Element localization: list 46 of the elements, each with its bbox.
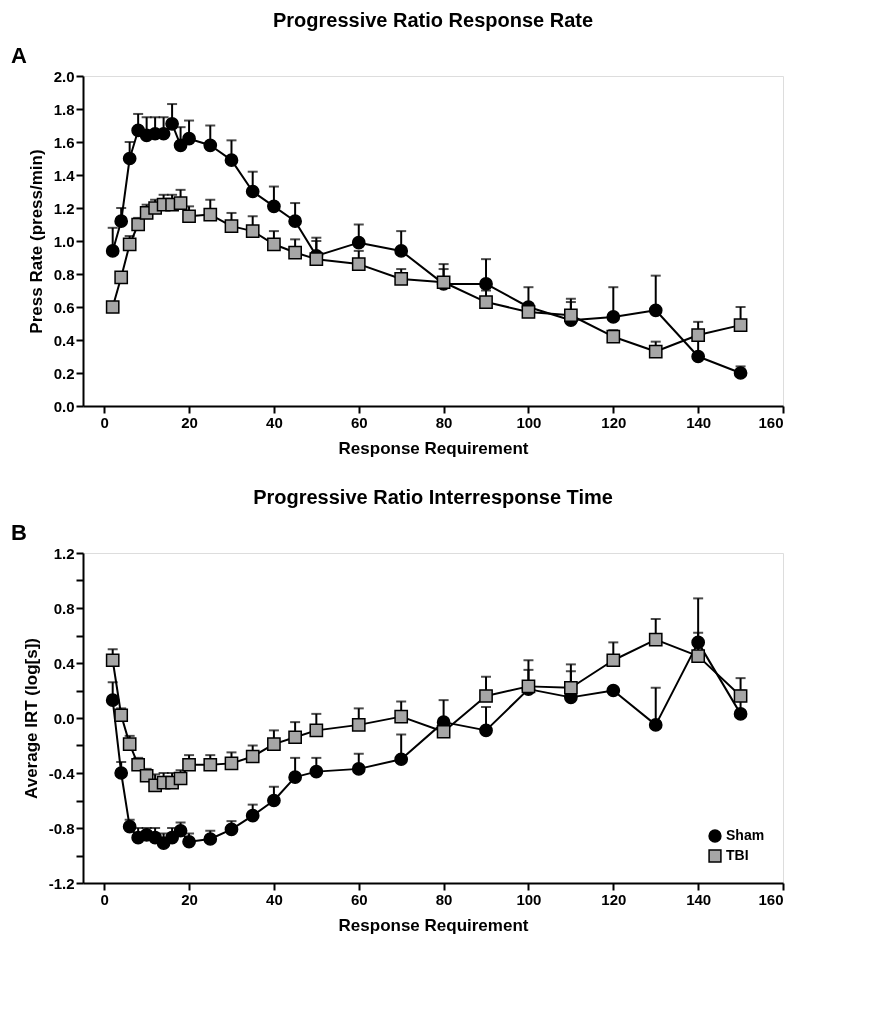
x-tick-label: 140 bbox=[686, 413, 712, 431]
y-tick-label: -0.8 bbox=[48, 819, 75, 837]
y-tick-label: 1.2 bbox=[53, 199, 75, 217]
y-tick-label: 1.2 bbox=[53, 544, 75, 562]
x-tick-label: 0 bbox=[100, 890, 109, 908]
x-axis-title: Response Requirement bbox=[338, 915, 529, 935]
x-tick-label: 60 bbox=[350, 890, 368, 908]
y-tick-label: 1.6 bbox=[53, 133, 75, 151]
legend-label: TBI bbox=[726, 847, 749, 863]
x-tick-label: 160 bbox=[758, 413, 784, 431]
y-axis-title: Average IRT (log[s]) bbox=[21, 638, 41, 799]
y-tick-label: 0.0 bbox=[53, 709, 75, 727]
y-tick-label: 1.0 bbox=[53, 232, 75, 250]
x-tick-label: 40 bbox=[266, 890, 283, 908]
x-tick-label: 0 bbox=[100, 413, 109, 431]
chart-title: Progressive Ratio Interresponse Time bbox=[253, 486, 613, 508]
y-tick-label: 0.4 bbox=[53, 331, 76, 349]
x-tick-label: 20 bbox=[181, 413, 198, 431]
x-tick-label: 160 bbox=[758, 890, 784, 908]
y-tick-label: 0.2 bbox=[53, 364, 75, 382]
y-tick-label: 1.8 bbox=[53, 100, 75, 118]
y-tick-label: 1.4 bbox=[53, 166, 76, 184]
x-tick-label: 80 bbox=[435, 890, 453, 908]
y-tick-label: 0.0 bbox=[53, 397, 75, 415]
y-tick-label: -1.2 bbox=[48, 874, 75, 892]
x-tick-label: 100 bbox=[516, 413, 542, 431]
x-tick-label: 20 bbox=[181, 890, 198, 908]
y-tick-label: 2.0 bbox=[53, 67, 75, 85]
x-tick-label: 40 bbox=[266, 413, 283, 431]
x-tick-label: 100 bbox=[516, 890, 542, 908]
x-tick-label: 60 bbox=[350, 413, 368, 431]
legend-label: Sham bbox=[726, 827, 765, 843]
y-tick-label: 0.6 bbox=[53, 298, 75, 316]
y-tick-label: -0.4 bbox=[48, 764, 76, 782]
chart-title: Progressive Ratio Response Rate bbox=[272, 9, 594, 31]
x-axis-title: Response Requirement bbox=[338, 438, 529, 458]
text: A bbox=[11, 43, 27, 68]
y-tick-label: 0.4 bbox=[53, 654, 76, 672]
x-tick-label: 120 bbox=[601, 890, 627, 908]
x-tick-label: 120 bbox=[601, 413, 627, 431]
text: B bbox=[11, 520, 27, 545]
y-tick-label: 0.8 bbox=[53, 599, 75, 617]
y-axis-title: Press Rate (press/min) bbox=[26, 149, 46, 334]
y-tick-label: 0.8 bbox=[53, 265, 75, 283]
x-tick-label: 140 bbox=[686, 890, 712, 908]
x-tick-label: 80 bbox=[435, 413, 453, 431]
